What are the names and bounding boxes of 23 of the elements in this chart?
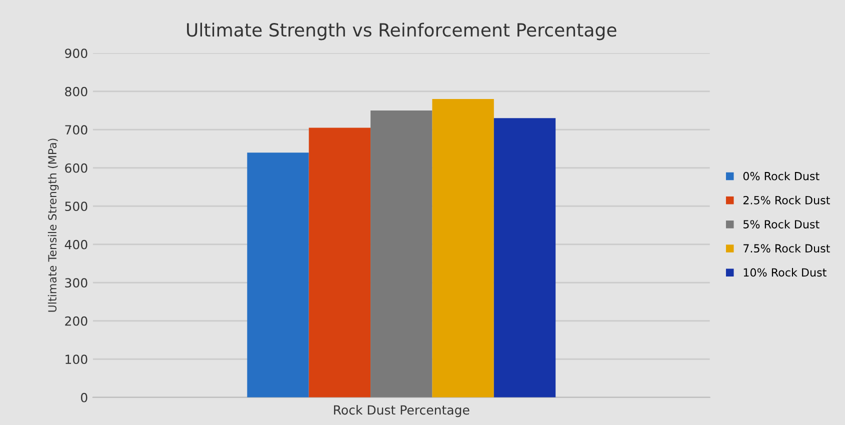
y-tick-label: 200 [65, 316, 88, 326]
legend-label: 7.5% Rock Dust [744, 244, 830, 253]
bar [370, 110, 432, 398]
y-tick-label: 900 [65, 48, 88, 58]
y-tick-label: 0 [80, 392, 88, 402]
y-axis-title: Ultimate Tensile Strength (MPa) [48, 138, 59, 312]
y-tick-label: 300 [65, 278, 88, 288]
bar [432, 99, 494, 398]
legend-label: 5% Rock Dust [743, 220, 820, 228]
chart-title: Ultimate Strength vs Reinforcement Percentage [187, 22, 616, 40]
bar [308, 128, 371, 398]
y-tick-label: 100 [66, 354, 88, 364]
y-tick-label: 700 [65, 125, 88, 135]
legend-label: 0% Rock Dust [743, 172, 820, 180]
y-tick-label: 600 [65, 163, 88, 173]
y-tick-label: 500 [65, 202, 88, 212]
y-tick-label: 800 [65, 86, 88, 96]
legend-label: 2.5% Rock Dust [743, 196, 830, 204]
x-axis-title: Rock Dust Percentage [334, 405, 470, 418]
legend-label: 10% Rock Dust [744, 268, 826, 277]
y-tick-label: 400 [64, 240, 88, 250]
bar [494, 118, 556, 398]
bar [247, 152, 309, 398]
